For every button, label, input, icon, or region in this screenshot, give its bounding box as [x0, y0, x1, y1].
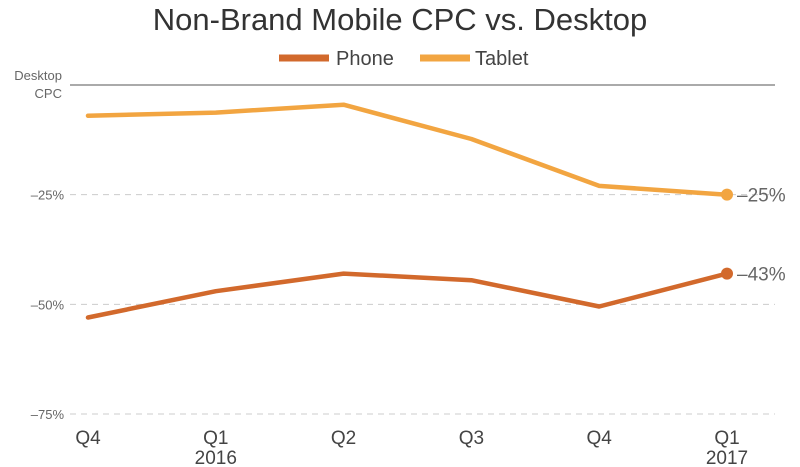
x-tick-label: Q1 — [714, 428, 739, 449]
end-point-phone — [721, 267, 733, 280]
x-tick-year-label: 2017 — [706, 448, 748, 467]
end-point-tablet — [721, 188, 733, 201]
x-tick-label: Q4 — [587, 428, 613, 449]
y-axis-top-label-line-1: Desktop — [14, 68, 62, 83]
end-label-tablet: –25% — [737, 186, 786, 207]
legend-label-tablet: Tablet — [475, 48, 529, 70]
legend: Phone Tablet — [279, 48, 529, 70]
x-tick-year-label: 2016 — [195, 448, 237, 467]
chart-title: Non-Brand Mobile CPC vs. Desktop — [153, 2, 647, 37]
series-line-phone — [85, 271, 730, 320]
y-tick-label: –25% — [31, 188, 65, 203]
y-tick-label: –50% — [31, 297, 65, 312]
legend-label-phone: Phone — [336, 48, 394, 70]
gridlines: –25% –50% –75% — [31, 84, 775, 422]
y-axis-top-label-line-2: CPC — [35, 86, 62, 101]
end-label-phone: –43% — [737, 265, 786, 286]
x-tick-label: Q3 — [459, 428, 484, 449]
x-tick-label: Q2 — [331, 428, 356, 449]
series-lines — [85, 102, 730, 320]
x-tick-label: Q1 — [203, 428, 228, 449]
series-line-tablet — [85, 102, 730, 197]
x-tick-label: Q4 — [75, 428, 101, 449]
y-axis-top-label: Desktop CPC — [14, 68, 62, 101]
y-tick-label: –75% — [31, 407, 65, 422]
series-end-points: –25% –43% — [721, 186, 786, 286]
